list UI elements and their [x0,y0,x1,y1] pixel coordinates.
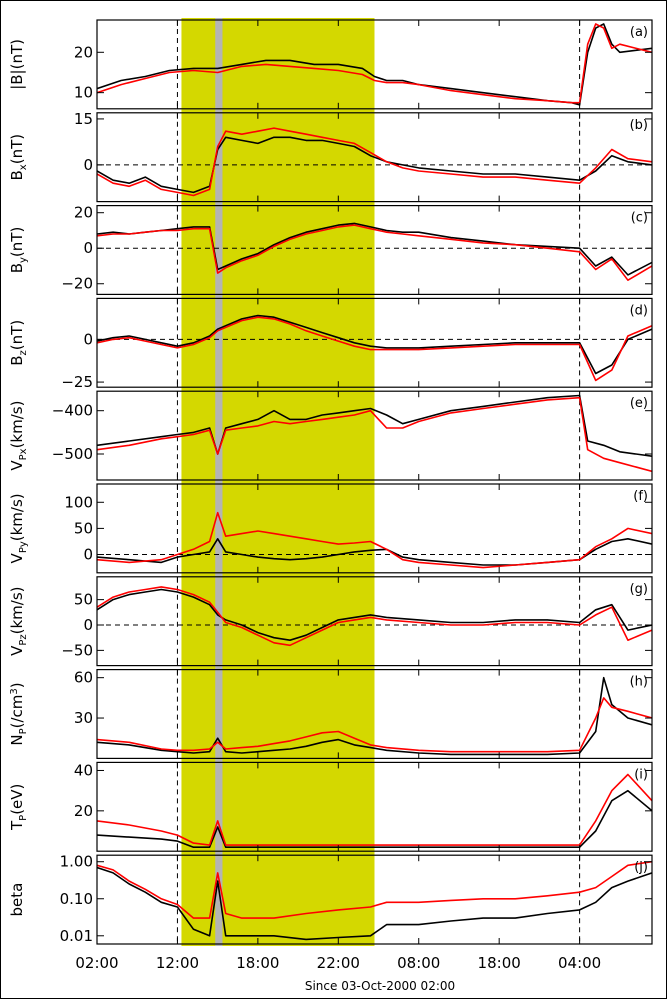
ytick-label-h-1: 60 [74,669,93,687]
shaded-region-2 [215,18,223,946]
panel-frame-h [96,668,653,759]
ytick-label-j-0: 0.01 [60,927,93,945]
panel-letter-f: (f) [633,489,648,504]
xtick-label-5: 18:00 [478,954,521,972]
series-red-i [97,773,652,846]
ytick-label-b-0: 0 [83,156,93,174]
ytick-label-d-0: −25 [61,373,93,391]
panel-f: 0 50 100 (f) VPy(km/s) [8,483,653,574]
panel-letter-a: (a) [630,25,648,40]
panel-letter-h: (h) [630,675,648,690]
ytick-label-d-1: 0 [83,330,93,348]
panel-letter-d: (d) [630,303,648,318]
panel-frame-e [96,390,653,481]
shaded-region-1 [181,18,375,946]
panel-frame-a [96,19,653,110]
ylabel-j: beta [8,883,26,917]
series-red-d [97,316,652,382]
series-black-i [97,789,652,848]
panel-letter-i: (i) [634,767,648,782]
panel-frame-b [96,112,653,203]
ytick-label-h-0: 30 [74,709,93,727]
xtick-label-1: 12:00 [156,954,199,972]
ytick-label-e-1: −400 [52,402,93,420]
ylabel-a: |B|(nT) [8,39,26,90]
ytick-label-j-1: 0.10 [60,890,93,908]
panel-d: −25 0 (d) Bz(nT) [8,297,653,391]
series-red-h [97,697,652,753]
ytick-label-f-0: 0 [83,546,93,564]
series-black-c [97,222,652,276]
panel-b: 0 15 (b) Bx(nT) [8,110,653,203]
series-black-a [97,23,652,106]
panel-h: 30 60 (h) NP(/cm3) [8,668,653,759]
ylabel-d: Bz(nT) [8,320,29,366]
xtick-label-4: 08:00 [397,954,440,972]
ytick-label-b-1: 15 [74,110,93,128]
panel-frame-j [96,854,653,945]
series-black-b [97,136,652,194]
panel-i: 20 40 (i) TP(eV) [8,761,653,852]
panel-letter-j: (j) [634,860,648,875]
panel-g: −50 0 50 (g) VPz(km/s) [8,576,653,667]
panel-a: 10 20 (a) |B|(nT) [8,19,653,110]
ytick-label-f-2: 100 [64,493,93,511]
xtick-label-2: 18:00 [236,954,279,972]
series-black-h [97,676,652,756]
panel-frame-d [96,297,653,388]
ytick-label-g-0: −50 [61,641,93,659]
ytick-label-c-0: −20 [61,275,93,293]
panel-frame-i [96,761,653,852]
panel-letter-e: (e) [630,396,648,411]
ylabel-g: VPz(km/s) [8,586,29,655]
series-red-e [97,396,652,473]
panel-letter-c: (c) [631,211,648,226]
ytick-label-j-2: 1.00 [60,853,93,871]
xtick-label-3: 22:00 [317,954,360,972]
ytick-label-i-1: 40 [74,761,93,779]
series-black-j [97,866,652,941]
panel-letter-g: (g) [630,582,648,597]
ytick-label-g-2: 50 [74,591,93,609]
panel-j: 0.01 0.10 1.00 (j) beta [8,853,653,945]
ytick-label-a-0: 10 [74,84,93,102]
panel-e: −500 −400 (e) VPx(km/s) [8,390,653,481]
series-red-g [97,586,652,647]
series-black-g [97,588,652,641]
xtick-label-6: 04:00 [558,954,601,972]
series-black-d [97,314,652,375]
ylabel-b: Bx(nT) [8,134,29,181]
panel-c: −20 0 20 (c) By(nT) [8,204,653,296]
ytick-label-f-1: 50 [74,519,93,537]
panel-frame-g [96,576,653,667]
ytick-label-i-0: 20 [74,802,93,820]
panel-letter-b: (b) [630,118,648,133]
ylabel-f: VPy(km/s) [8,493,29,563]
series-red-f [97,511,652,569]
series-red-j [97,860,652,919]
ytick-label-c-2: 20 [74,204,93,222]
ylabel-h: NP(/cm3) [8,682,29,745]
ytick-label-a-1: 20 [74,43,93,61]
ytick-label-c-1: 0 [83,239,93,257]
xtick-label-0: 02:00 [75,954,118,972]
series-red-c [97,224,652,281]
series-red-a [97,23,652,104]
ylabel-c: By(nT) [8,227,29,274]
series-black-e [97,394,652,457]
panel-frame-c [96,205,653,296]
ytick-label-e-0: −500 [52,445,93,463]
ylabel-i: TP(eV) [8,784,29,831]
ylabel-e: VPx(km/s) [8,401,29,471]
series-red-b [97,127,652,197]
x-axis-label: Since 03-Oct-2000 02:00 [305,979,455,993]
ytick-label-g-1: 0 [83,616,93,634]
